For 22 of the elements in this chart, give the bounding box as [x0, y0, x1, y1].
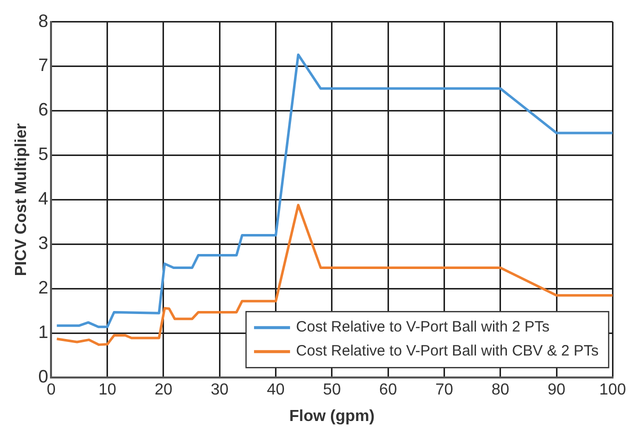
legend-label: Cost Relative to V-Port Ball with 2 PTs [296, 318, 550, 336]
y-tick-label: 6 [38, 100, 48, 120]
x-tick-label: 30 [210, 382, 229, 399]
legend-label: Cost Relative to V-Port Ball with CBV & 2 PTs [296, 342, 599, 360]
y-tick-label: 1 [38, 322, 48, 342]
x-tick-label: 80 [491, 382, 510, 399]
y-tick-label: 3 [38, 233, 48, 254]
x-tick-label: 90 [548, 382, 566, 399]
x-tick-label: 70 [435, 382, 454, 399]
x-tick-label: 60 [379, 382, 398, 399]
y-tick-label: 7 [38, 55, 48, 76]
y-axis-title: PICV Cost Multiplier [13, 123, 30, 276]
y-tick-label: 8 [38, 10, 48, 31]
y-tick-label: 2 [38, 278, 48, 298]
x-tick-label: 10 [98, 382, 116, 399]
x-tick-label: 40 [266, 382, 285, 399]
y-tick-label: 5 [38, 144, 48, 164]
x-tick-label: 50 [323, 382, 341, 399]
y-tick-label: 4 [38, 188, 48, 209]
x-axis-title: Flow (gpm) [289, 408, 375, 425]
x-tick-label: 20 [154, 382, 172, 399]
x-tick-label: 100 [599, 382, 626, 399]
